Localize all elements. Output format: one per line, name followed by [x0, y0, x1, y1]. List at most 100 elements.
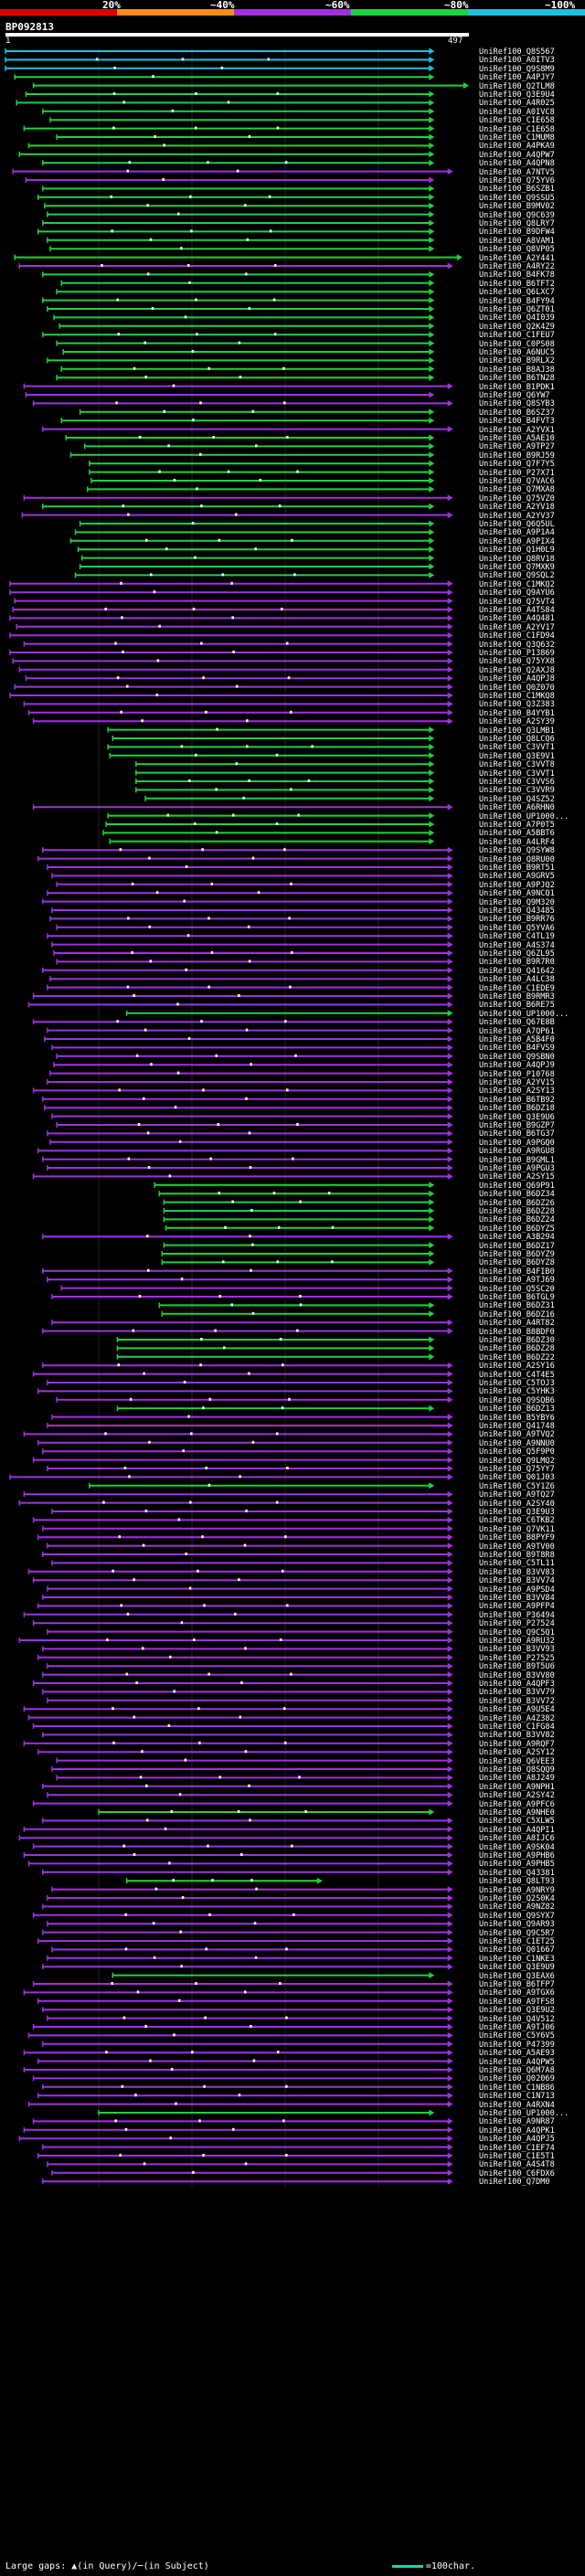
- hit-label[interactable]: UniRef100_A4QPJ5: [479, 2135, 555, 2145]
- hit-label[interactable]: UniRef100_Q3Q632: [479, 640, 555, 650]
- hit-row[interactable]: UniRef100_P47399: [0, 2041, 585, 2050]
- hit-label[interactable]: UniRef100_B6TN28: [479, 374, 555, 384]
- hit-label[interactable]: UniRef100_A2Y441: [479, 253, 555, 263]
- hit-row[interactable]: UniRef100_A0ITV3: [0, 56, 585, 65]
- hit-row[interactable]: UniRef100_B6DZ18: [0, 1104, 585, 1113]
- hit-row[interactable]: UniRef100_Q4SZ52: [0, 795, 585, 804]
- hit-row[interactable]: UniRef100_B4FIB0: [0, 1267, 585, 1277]
- hit-row[interactable]: UniRef100_C4T4E5: [0, 1371, 585, 1380]
- hit-row[interactable]: UniRef100_UP1000...: [0, 812, 585, 822]
- hit-label[interactable]: UniRef100_Q6M7A8: [479, 2066, 555, 2075]
- hit-row[interactable]: UniRef100_Q7MXA8: [0, 485, 585, 494]
- hit-label[interactable]: UniRef100_B3VV74: [479, 1576, 555, 1586]
- hit-row[interactable]: UniRef100_A4QPI1: [0, 1826, 585, 1835]
- hit-row[interactable]: UniRef100_B1PDK1: [0, 383, 585, 392]
- hit-label[interactable]: UniRef100_C1E658: [479, 124, 555, 134]
- hit-row[interactable]: UniRef100_Q6YW7: [0, 391, 585, 400]
- hit-label[interactable]: UniRef100_A2SY39: [479, 717, 555, 727]
- hit-row[interactable]: UniRef100_A9RGU8: [0, 1147, 585, 1156]
- hit-row[interactable]: UniRef100_B3VV72: [0, 1697, 585, 1706]
- hit-row[interactable]: UniRef100_Q3E9U3: [0, 1508, 585, 1517]
- hit-row[interactable]: UniRef100_Q8LCQ6: [0, 735, 585, 744]
- hit-label[interactable]: UniRef100_A9TV00: [479, 1542, 555, 1552]
- hit-row[interactable]: UniRef100_Q8SYB3: [0, 399, 585, 408]
- hit-label[interactable]: UniRef100_B6TB92: [479, 1095, 555, 1105]
- hit-row[interactable]: UniRef100_B6DZ31: [0, 1301, 585, 1310]
- hit-row[interactable]: UniRef100_A9TV00: [0, 1542, 585, 1552]
- hit-label[interactable]: UniRef100_A9PGQ0: [479, 1138, 555, 1148]
- hit-row[interactable]: UniRef100_B9DFW4: [0, 228, 585, 237]
- hit-label[interactable]: UniRef100_C1EF74: [479, 2143, 555, 2153]
- hit-row[interactable]: UniRef100_Q9LMQ2: [0, 1457, 585, 1466]
- hit-label[interactable]: UniRef100_A2SY13: [479, 1087, 555, 1097]
- hit-row[interactable]: UniRef100_A4QPW5: [0, 2058, 585, 2067]
- hit-label[interactable]: UniRef100_A9PIX4: [479, 536, 555, 546]
- hit-row[interactable]: UniRef100_C6TKB2: [0, 1516, 585, 1525]
- hit-label[interactable]: UniRef100_C5XLW5: [479, 1817, 555, 1827]
- hit-row[interactable]: UniRef100_B9GML1: [0, 1156, 585, 1165]
- hit-label[interactable]: UniRef100_A9P1A4: [479, 528, 555, 538]
- hit-label[interactable]: UniRef100_Q7MXA8: [479, 485, 555, 495]
- hit-label[interactable]: UniRef100_B4FK78: [479, 270, 555, 281]
- hit-row[interactable]: UniRef100_A8J249: [0, 1774, 585, 1783]
- hit-row[interactable]: UniRef100_Q3E9V1: [0, 752, 585, 761]
- hit-label[interactable]: UniRef100_A4QPI1: [479, 1825, 555, 1835]
- hit-row[interactable]: UniRef100_C1EF74: [0, 2144, 585, 2153]
- hit-row[interactable]: UniRef100_C1FD94: [0, 631, 585, 641]
- hit-label[interactable]: UniRef100_A4R025: [479, 99, 555, 109]
- hit-label[interactable]: UniRef100_Q9C639: [479, 210, 555, 220]
- hit-row[interactable]: UniRef100_A2YV18: [0, 503, 585, 512]
- hit-row[interactable]: UniRef100_Q3Q632: [0, 641, 585, 650]
- hit-row[interactable]: UniRef100_Q5SC20: [0, 1285, 585, 1294]
- hit-label[interactable]: UniRef100_B4FVS9: [479, 1044, 555, 1054]
- hit-row[interactable]: UniRef100_C1NKE3: [0, 1955, 585, 1964]
- hit-label[interactable]: UniRef100_B9RLX2: [479, 356, 555, 366]
- hit-row[interactable]: UniRef100_A9TGX6: [0, 1988, 585, 1998]
- hit-label[interactable]: UniRef100_Q9SQL2: [479, 571, 555, 581]
- hit-label[interactable]: UniRef100_A4LC38: [479, 975, 555, 985]
- hit-row[interactable]: UniRef100_A5B4F0: [0, 1035, 585, 1044]
- hit-label[interactable]: UniRef100_C5Y1Z6: [479, 1481, 555, 1491]
- hit-label[interactable]: UniRef100_Q9SBN0: [479, 1052, 555, 1062]
- hit-row[interactable]: UniRef100_B9RT51: [0, 864, 585, 873]
- hit-row[interactable]: UniRef100_Q8SQQ9: [0, 1765, 585, 1775]
- hit-row[interactable]: UniRef100_A4S374: [0, 941, 585, 950]
- hit-label[interactable]: UniRef100_B4YYB1: [479, 708, 555, 718]
- hit-row[interactable]: UniRef100_A4LRF4: [0, 838, 585, 847]
- hit-label[interactable]: UniRef100_B9GML1: [479, 1155, 555, 1165]
- hit-label[interactable]: UniRef100_A2YV17: [479, 622, 555, 632]
- hit-label[interactable]: UniRef100_B6DZ34: [479, 1190, 555, 1200]
- hit-label[interactable]: UniRef100_Q4I039: [479, 313, 555, 323]
- hit-row[interactable]: UniRef100_Q6VEE3: [0, 1757, 585, 1766]
- hit-label[interactable]: UniRef100_P27525: [479, 1653, 555, 1663]
- hit-label[interactable]: UniRef100_Q01667: [479, 1945, 555, 1956]
- hit-label[interactable]: UniRef100_Q5SC20: [479, 1284, 555, 1294]
- hit-label[interactable]: UniRef100_B9T5U6: [479, 1662, 555, 1672]
- hit-row[interactable]: UniRef100_B9T5U6: [0, 1662, 585, 1671]
- hit-row[interactable]: UniRef100_A9TP27: [0, 442, 585, 451]
- hit-label[interactable]: UniRef100_A4TS84: [479, 606, 555, 615]
- hit-label[interactable]: UniRef100_A9SK04: [479, 1842, 555, 1852]
- hit-label[interactable]: UniRef100_A2SY40: [479, 1499, 555, 1509]
- hit-label[interactable]: UniRef100_C0PS08: [479, 339, 555, 349]
- hit-label[interactable]: UniRef100_A5BBT6: [479, 829, 555, 839]
- hit-row[interactable]: UniRef100_A2SY42: [0, 1791, 585, 1800]
- hit-row[interactable]: UniRef100_Q9S8M9: [0, 65, 585, 74]
- hit-label[interactable]: UniRef100_A9RU32: [479, 1637, 555, 1646]
- hit-label[interactable]: UniRef100_A4QPJ8: [479, 674, 555, 684]
- hit-row[interactable]: UniRef100_Q3E9U9: [0, 1963, 585, 1972]
- hit-row[interactable]: UniRef100_A7QP61: [0, 1027, 585, 1036]
- hit-label[interactable]: UniRef100_B3VV82: [479, 1731, 555, 1741]
- hit-label[interactable]: UniRef100_A8IJC6: [479, 1834, 555, 1844]
- hit-row[interactable]: UniRef100_A4RXN4: [0, 2101, 585, 2110]
- hit-label[interactable]: UniRef100_A4Z382: [479, 1713, 555, 1723]
- hit-row[interactable]: UniRef100_A9TJ06: [0, 2023, 585, 2032]
- hit-row[interactable]: UniRef100_Q2K4Z9: [0, 323, 585, 332]
- hit-row[interactable]: UniRef100_A9TFS8: [0, 1998, 585, 2007]
- hit-label[interactable]: UniRef100_C1E5T1: [479, 2152, 555, 2161]
- hit-row[interactable]: UniRef100_B9GZP7: [0, 1121, 585, 1130]
- hit-row[interactable]: UniRef100_B4YYB1: [0, 709, 585, 718]
- hit-row[interactable]: UniRef100_B6DZ13: [0, 1405, 585, 1414]
- hit-row[interactable]: UniRef100_A2SY12: [0, 1748, 585, 1757]
- hit-label[interactable]: UniRef100_A4S4T8: [479, 2160, 555, 2170]
